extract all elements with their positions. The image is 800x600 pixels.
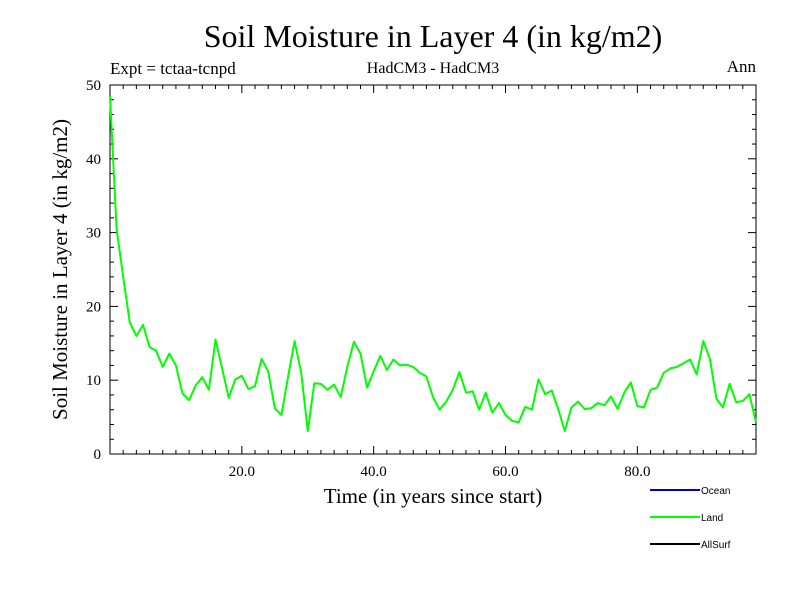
x-tick-label: 60.0 — [492, 464, 518, 480]
y-axis-ticks: 0 10 20 30 40 50 — [86, 78, 756, 463]
y-tick-label: 20 — [86, 299, 101, 315]
series-line-land — [109, 96, 757, 433]
x-axis-ticks: 20.0 40.0 60.0 80.0 — [122, 85, 744, 480]
legend-label-allsurf: AllSurf — [701, 540, 731, 551]
y-tick-label: 50 — [86, 78, 101, 94]
x-tick-label: 20.0 — [229, 464, 255, 480]
period-label: Ann — [727, 57, 757, 76]
x-axis-label: Time (in years since start) — [324, 484, 543, 508]
x-tick-label: 40.0 — [361, 464, 387, 480]
legend-label-ocean: Ocean — [701, 486, 730, 497]
legend-label-land: Land — [701, 513, 723, 524]
model-label: HadCM3 - HadCM3 — [367, 60, 499, 77]
plot-frame — [109, 84, 757, 455]
y-axis-label: Soil Moisture in Layer 4 (in kg/m2) — [48, 119, 72, 420]
y-tick-label: 0 — [94, 447, 102, 463]
x-tick-label: 80.0 — [624, 464, 650, 480]
legend: Ocean Land AllSurf — [650, 486, 731, 551]
y-tick-label: 40 — [86, 152, 101, 168]
y-tick-label: 10 — [86, 373, 101, 389]
y-tick-label: 30 — [86, 226, 101, 242]
series-layer — [109, 96, 757, 433]
chart-title: Soil Moisture in Layer 4 (in kg/m2) — [204, 18, 663, 54]
experiment-label: Expt = tctaa-tcnpd — [110, 59, 236, 78]
